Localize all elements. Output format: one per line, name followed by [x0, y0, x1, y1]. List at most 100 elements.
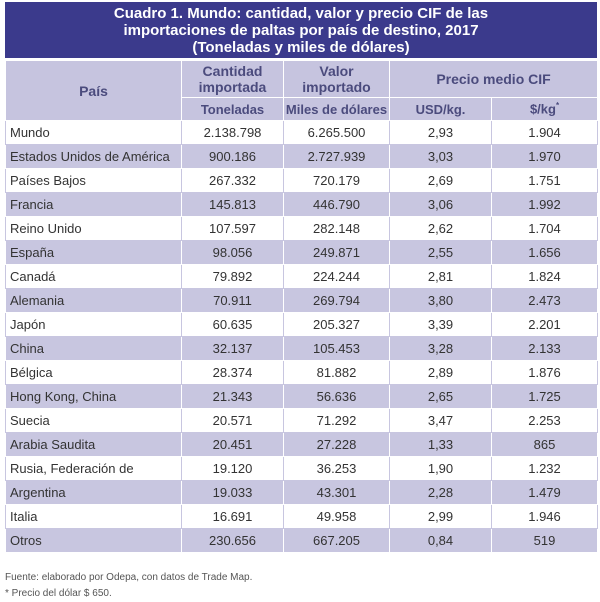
cell-price-clp: 2.473: [490, 288, 599, 313]
cell-quantity: 79.892: [181, 264, 284, 289]
header-quantity-line2: importada: [198, 79, 267, 95]
cell-country: Francia: [5, 192, 182, 217]
cell-country: Países Bajos: [5, 168, 182, 193]
cell-quantity: 145.813: [181, 192, 284, 217]
cell-price-clp: 1.970: [490, 144, 599, 169]
cell-price-clp: 865: [490, 432, 599, 457]
cell-price-clp: 1.479: [490, 480, 599, 505]
header-unit-thousand-usd: Miles de dólares: [283, 97, 390, 121]
table-row: Japón 60.635 205.327 3,39 2.201: [5, 312, 599, 337]
cell-price-clp: 1.824: [490, 264, 599, 289]
cell-value: 105.453: [283, 336, 390, 361]
cell-price-clp: 2.201: [490, 312, 599, 337]
cell-value: 81.882: [283, 360, 390, 385]
cell-quantity: 267.332: [181, 168, 284, 193]
cell-price-usd: 1,90: [389, 456, 492, 481]
table-row: Países Bajos 267.332 720.179 2,69 1.751: [5, 168, 599, 193]
cell-country: Alemania: [5, 288, 182, 313]
cell-quantity: 19.120: [181, 456, 284, 481]
cell-price-clp: 1.946: [490, 504, 599, 529]
cell-price-clp: 1.725: [490, 384, 599, 409]
table-row: Canadá 79.892 224.244 2,81 1.824: [5, 264, 599, 289]
header-unit-tonnes: Toneladas: [181, 97, 284, 121]
cell-quantity: 98.056: [181, 240, 284, 265]
table-row: Francia 145.813 446.790 3,06 1.992: [5, 192, 599, 217]
table-row: Hong Kong, China 21.343 56.636 2,65 1.725: [5, 384, 599, 409]
cell-price-usd: 3,06: [389, 192, 492, 217]
cell-price-usd: 2,99: [389, 504, 492, 529]
cell-value: 224.244: [283, 264, 390, 289]
cell-price-clp: 1.876: [490, 360, 599, 385]
cell-price-usd: 3,39: [389, 312, 492, 337]
header-country: País: [5, 60, 182, 121]
cell-country: Bélgica: [5, 360, 182, 385]
cell-quantity: 21.343: [181, 384, 284, 409]
cell-country: Canadá: [5, 264, 182, 289]
cell-quantity: 230.656: [181, 528, 284, 553]
table-row: Reino Unido 107.597 282.148 2,62 1.704: [5, 216, 599, 241]
cell-country: Japón: [5, 312, 182, 337]
notes: Fuente: elaborado por Odepa, con datos d…: [5, 570, 252, 602]
cell-country: Otros: [5, 528, 182, 553]
cell-value: 43.301: [283, 480, 390, 505]
cell-price-usd: 2,93: [389, 120, 492, 145]
cell-price-usd: 1,33: [389, 432, 492, 457]
cell-value: 6.265.500: [283, 120, 390, 145]
cell-value: 56.636: [283, 384, 390, 409]
cell-quantity: 2.138.798: [181, 120, 284, 145]
cell-value: 36.253: [283, 456, 390, 481]
header-value: Valor importado: [283, 60, 390, 98]
cell-value: 49.958: [283, 504, 390, 529]
table-row: Estados Unidos de América 900.186 2.727.93…: [5, 144, 599, 169]
cell-country: Argentina: [5, 480, 182, 505]
cell-price-clp: 2.253: [490, 408, 599, 433]
cell-price-clp: 1.992: [490, 192, 599, 217]
cell-price-usd: 3,03: [389, 144, 492, 169]
table-row: Rusia, Federación de 19.120 36.253 1,90 1.23…: [5, 456, 599, 481]
cell-value: 71.292: [283, 408, 390, 433]
cell-value: 282.148: [283, 216, 390, 241]
cell-price-clp: 519: [490, 528, 599, 553]
cell-quantity: 32.137: [181, 336, 284, 361]
table-row: Italia 16.691 49.958 2,99 1.946: [5, 504, 599, 529]
table-row: Alemania 70.911 269.794 3,80 2.473: [5, 288, 599, 313]
cell-value: 27.228: [283, 432, 390, 457]
cell-country: España: [5, 240, 182, 265]
table-body: Mundo 2.138.798 6.265.500 2,93 1.904 Estados …: [5, 120, 599, 553]
cell-price-usd: 2,69: [389, 168, 492, 193]
table-row: Mundo 2.138.798 6.265.500 2,93 1.904: [5, 120, 599, 145]
cell-value: 249.871: [283, 240, 390, 265]
cell-value: 720.179: [283, 168, 390, 193]
cell-price-usd: 2,62: [389, 216, 492, 241]
cell-country: Suecia: [5, 408, 182, 433]
header-quantity-line1: Cantidad: [202, 63, 263, 79]
header-price: Precio medio CIF: [388, 60, 599, 98]
cell-country: China: [5, 336, 182, 361]
table-row: Otros 230.656 667.205 0,84 519: [5, 528, 599, 553]
cell-value: 2.727.939: [283, 144, 390, 169]
cell-quantity: 19.033: [181, 480, 284, 505]
cell-country: Mundo: [5, 120, 182, 145]
cell-quantity: 20.451: [181, 432, 284, 457]
cell-quantity: 107.597: [181, 216, 284, 241]
header-unit-usd-kg: USD/kg.: [389, 97, 492, 121]
table-row: España 98.056 249.871 2,55 1.656: [5, 240, 599, 265]
cell-price-usd: 3,80: [389, 288, 492, 313]
cell-quantity: 28.374: [181, 360, 284, 385]
cell-price-clp: 1.656: [490, 240, 599, 265]
cell-value: 667.205: [283, 528, 390, 553]
table-title: Cuadro 1. Mundo: cantidad, valor y preci…: [5, 2, 597, 58]
cell-quantity: 20.571: [181, 408, 284, 433]
cell-price-clp: 1.704: [490, 216, 599, 241]
cell-price-usd: 2,55: [389, 240, 492, 265]
cell-quantity: 16.691: [181, 504, 284, 529]
header-quantity: Cantidad importada: [181, 60, 284, 98]
cell-price-usd: 0,84: [389, 528, 492, 553]
title-line-2: importaciones de paltas por país de dest…: [123, 22, 479, 39]
cell-price-clp: 1.232: [490, 456, 599, 481]
cell-price-usd: 2,65: [389, 384, 492, 409]
cell-value: 446.790: [283, 192, 390, 217]
cell-country: Italia: [5, 504, 182, 529]
header-value-line1: Valor: [319, 63, 354, 79]
cell-country: Rusia, Federación de: [5, 456, 182, 481]
